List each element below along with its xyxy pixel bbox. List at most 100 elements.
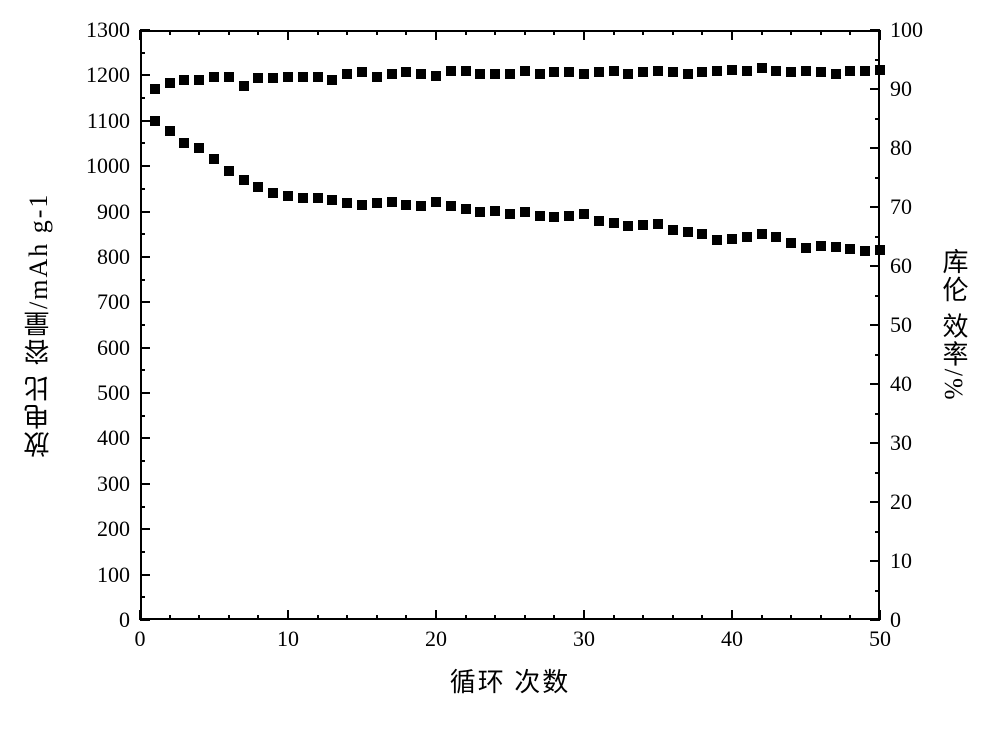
- coulombic-marker: [579, 69, 589, 79]
- x-minor-tick-top: [553, 30, 555, 35]
- coulombic-marker: [860, 66, 870, 76]
- capacity-marker: [475, 207, 485, 217]
- capacity-marker: [150, 116, 160, 126]
- capacity-marker: [194, 143, 204, 153]
- x-axis-title: 循环 次数: [450, 662, 571, 699]
- yr-minor-tick: [875, 295, 880, 297]
- coulombic-marker: [549, 67, 559, 77]
- capacity-marker: [387, 197, 397, 207]
- yr-tick: [870, 501, 880, 503]
- capacity-marker: [549, 212, 559, 222]
- capacity-marker: [579, 209, 589, 219]
- coulombic-marker: [520, 66, 530, 76]
- x-minor-tick: [761, 615, 763, 620]
- capacity-marker: [845, 244, 855, 254]
- x-minor-tick-top: [198, 30, 200, 35]
- coulombic-marker: [683, 69, 693, 79]
- yl-minor-tick: [140, 324, 145, 326]
- x-minor-tick: [257, 615, 259, 620]
- cycle-performance-chart: 循环 次数 放电比 容量/mAh g-1 库伦 效率/% 01020304050…: [0, 0, 1000, 733]
- yr-tick: [870, 206, 880, 208]
- coulombic-marker: [786, 67, 796, 77]
- yr-tick-label: 80: [890, 137, 912, 159]
- x-minor-tick-top: [790, 30, 792, 35]
- x-minor-tick-top: [376, 30, 378, 35]
- yr-tick: [870, 324, 880, 326]
- capacity-marker: [461, 204, 471, 214]
- capacity-marker: [816, 241, 826, 251]
- yr-tick-label: 40: [890, 373, 912, 395]
- yl-minor-tick: [140, 279, 145, 281]
- yr-tick-label: 10: [890, 550, 912, 572]
- coulombic-marker: [165, 78, 175, 88]
- x-minor-tick: [820, 615, 822, 620]
- capacity-marker: [416, 201, 426, 211]
- yl-tick: [140, 165, 150, 167]
- coulombic-marker: [845, 66, 855, 76]
- yl-tick: [140, 392, 150, 394]
- yl-tick-label: 1000: [86, 155, 130, 177]
- capacity-marker: [268, 188, 278, 198]
- capacity-marker: [283, 191, 293, 201]
- x-tick-label: 40: [721, 628, 743, 650]
- yr-tick-label: 0: [890, 609, 901, 631]
- x-minor-tick: [317, 615, 319, 620]
- y-right-axis-title: 库伦 效率/%: [935, 248, 972, 401]
- x-tick: [435, 610, 437, 620]
- yl-minor-tick: [140, 551, 145, 553]
- x-tick: [583, 610, 585, 620]
- coulombic-marker: [697, 67, 707, 77]
- x-minor-tick-top: [761, 30, 763, 35]
- yl-tick: [140, 347, 150, 349]
- yr-minor-tick: [875, 531, 880, 533]
- capacity-marker: [757, 229, 767, 239]
- yr-tick-label: 90: [890, 78, 912, 100]
- yr-minor-tick: [875, 413, 880, 415]
- x-minor-tick: [494, 615, 496, 620]
- yl-minor-tick: [140, 52, 145, 54]
- yl-tick: [140, 301, 150, 303]
- yr-tick: [870, 560, 880, 562]
- x-tick-top: [287, 30, 289, 40]
- yr-tick-label: 30: [890, 432, 912, 454]
- yl-tick-label: 100: [97, 564, 130, 586]
- coulombic-marker: [505, 69, 515, 79]
- yl-tick: [140, 574, 150, 576]
- x-tick-top: [583, 30, 585, 40]
- yl-minor-tick: [140, 596, 145, 598]
- coulombic-marker: [564, 67, 574, 77]
- coulombic-marker: [372, 72, 382, 82]
- coulombic-marker: [446, 66, 456, 76]
- axis-bottom: [140, 618, 880, 620]
- capacity-marker: [801, 243, 811, 253]
- x-minor-tick-top: [257, 30, 259, 35]
- capacity-marker: [535, 211, 545, 221]
- plot-area: [140, 30, 880, 620]
- x-minor-tick: [613, 615, 615, 620]
- x-minor-tick: [228, 615, 230, 620]
- capacity-marker: [490, 206, 500, 216]
- coulombic-marker: [387, 69, 397, 79]
- coulombic-marker: [209, 72, 219, 82]
- capacity-marker: [224, 166, 234, 176]
- coulombic-marker: [313, 72, 323, 82]
- capacity-marker: [327, 195, 337, 205]
- yr-minor-tick: [875, 354, 880, 356]
- x-tick-label: 30: [573, 628, 595, 650]
- x-minor-tick: [642, 615, 644, 620]
- yr-tick: [870, 88, 880, 90]
- yl-tick: [140, 528, 150, 530]
- yr-tick-label: 70: [890, 196, 912, 218]
- yr-minor-tick: [875, 118, 880, 120]
- capacity-marker: [505, 209, 515, 219]
- x-tick-label: 20: [425, 628, 447, 650]
- yl-tick-label: 400: [97, 427, 130, 449]
- coulombic-marker: [742, 66, 752, 76]
- yr-tick-label: 60: [890, 255, 912, 277]
- yl-tick: [140, 211, 150, 213]
- x-tick-label: 50: [869, 628, 891, 650]
- x-minor-tick: [849, 615, 851, 620]
- capacity-marker: [357, 200, 367, 210]
- x-minor-tick-top: [820, 30, 822, 35]
- yr-tick: [870, 383, 880, 385]
